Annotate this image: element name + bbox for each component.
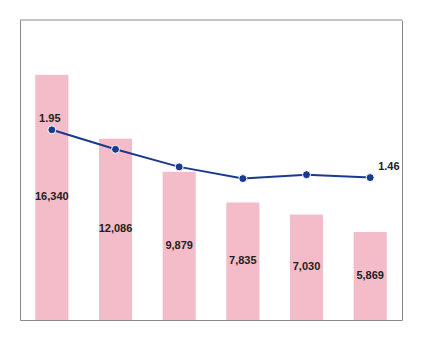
bar-label: 7,030 [293, 260, 321, 272]
axis-line [402, 21, 403, 321]
bar-label: 16,340 [35, 190, 69, 202]
bar-label: 7,835 [229, 254, 257, 266]
y-axis [20, 21, 21, 321]
bar [35, 75, 68, 320]
bar [226, 202, 259, 320]
bar [290, 215, 323, 320]
y2-axis [402, 21, 403, 321]
axis-line [21, 320, 403, 321]
frame-top [20, 20, 402, 21]
axis-line [20, 21, 21, 321]
line-label: 1.46 [378, 160, 399, 172]
bar-label: 9,879 [165, 239, 193, 251]
chart: 16,340 12,086 9,879 7,835 7,030 5,869 1.95 1.46 [0, 0, 422, 340]
bar [99, 139, 132, 320]
data-labels: 16,340 12,086 9,879 7,835 7,030 5,869 1.95 1.46 [35, 112, 400, 281]
x-axis [21, 320, 403, 321]
line-marker [112, 145, 120, 153]
line-marker [366, 174, 374, 182]
bar-label: 12,086 [99, 222, 133, 234]
line-marker [175, 163, 183, 171]
plot: 16,340 12,086 9,879 7,835 7,030 5,869 1.95 1.46 [20, 20, 403, 321]
marks [35, 75, 386, 320]
line-marker [48, 126, 56, 134]
line-marker [303, 171, 311, 179]
line-marker [239, 175, 247, 183]
bar-label: 5,869 [356, 269, 384, 281]
line-label: 1.95 [39, 112, 60, 124]
bar [163, 172, 196, 320]
bar [354, 232, 387, 320]
line [52, 130, 370, 179]
